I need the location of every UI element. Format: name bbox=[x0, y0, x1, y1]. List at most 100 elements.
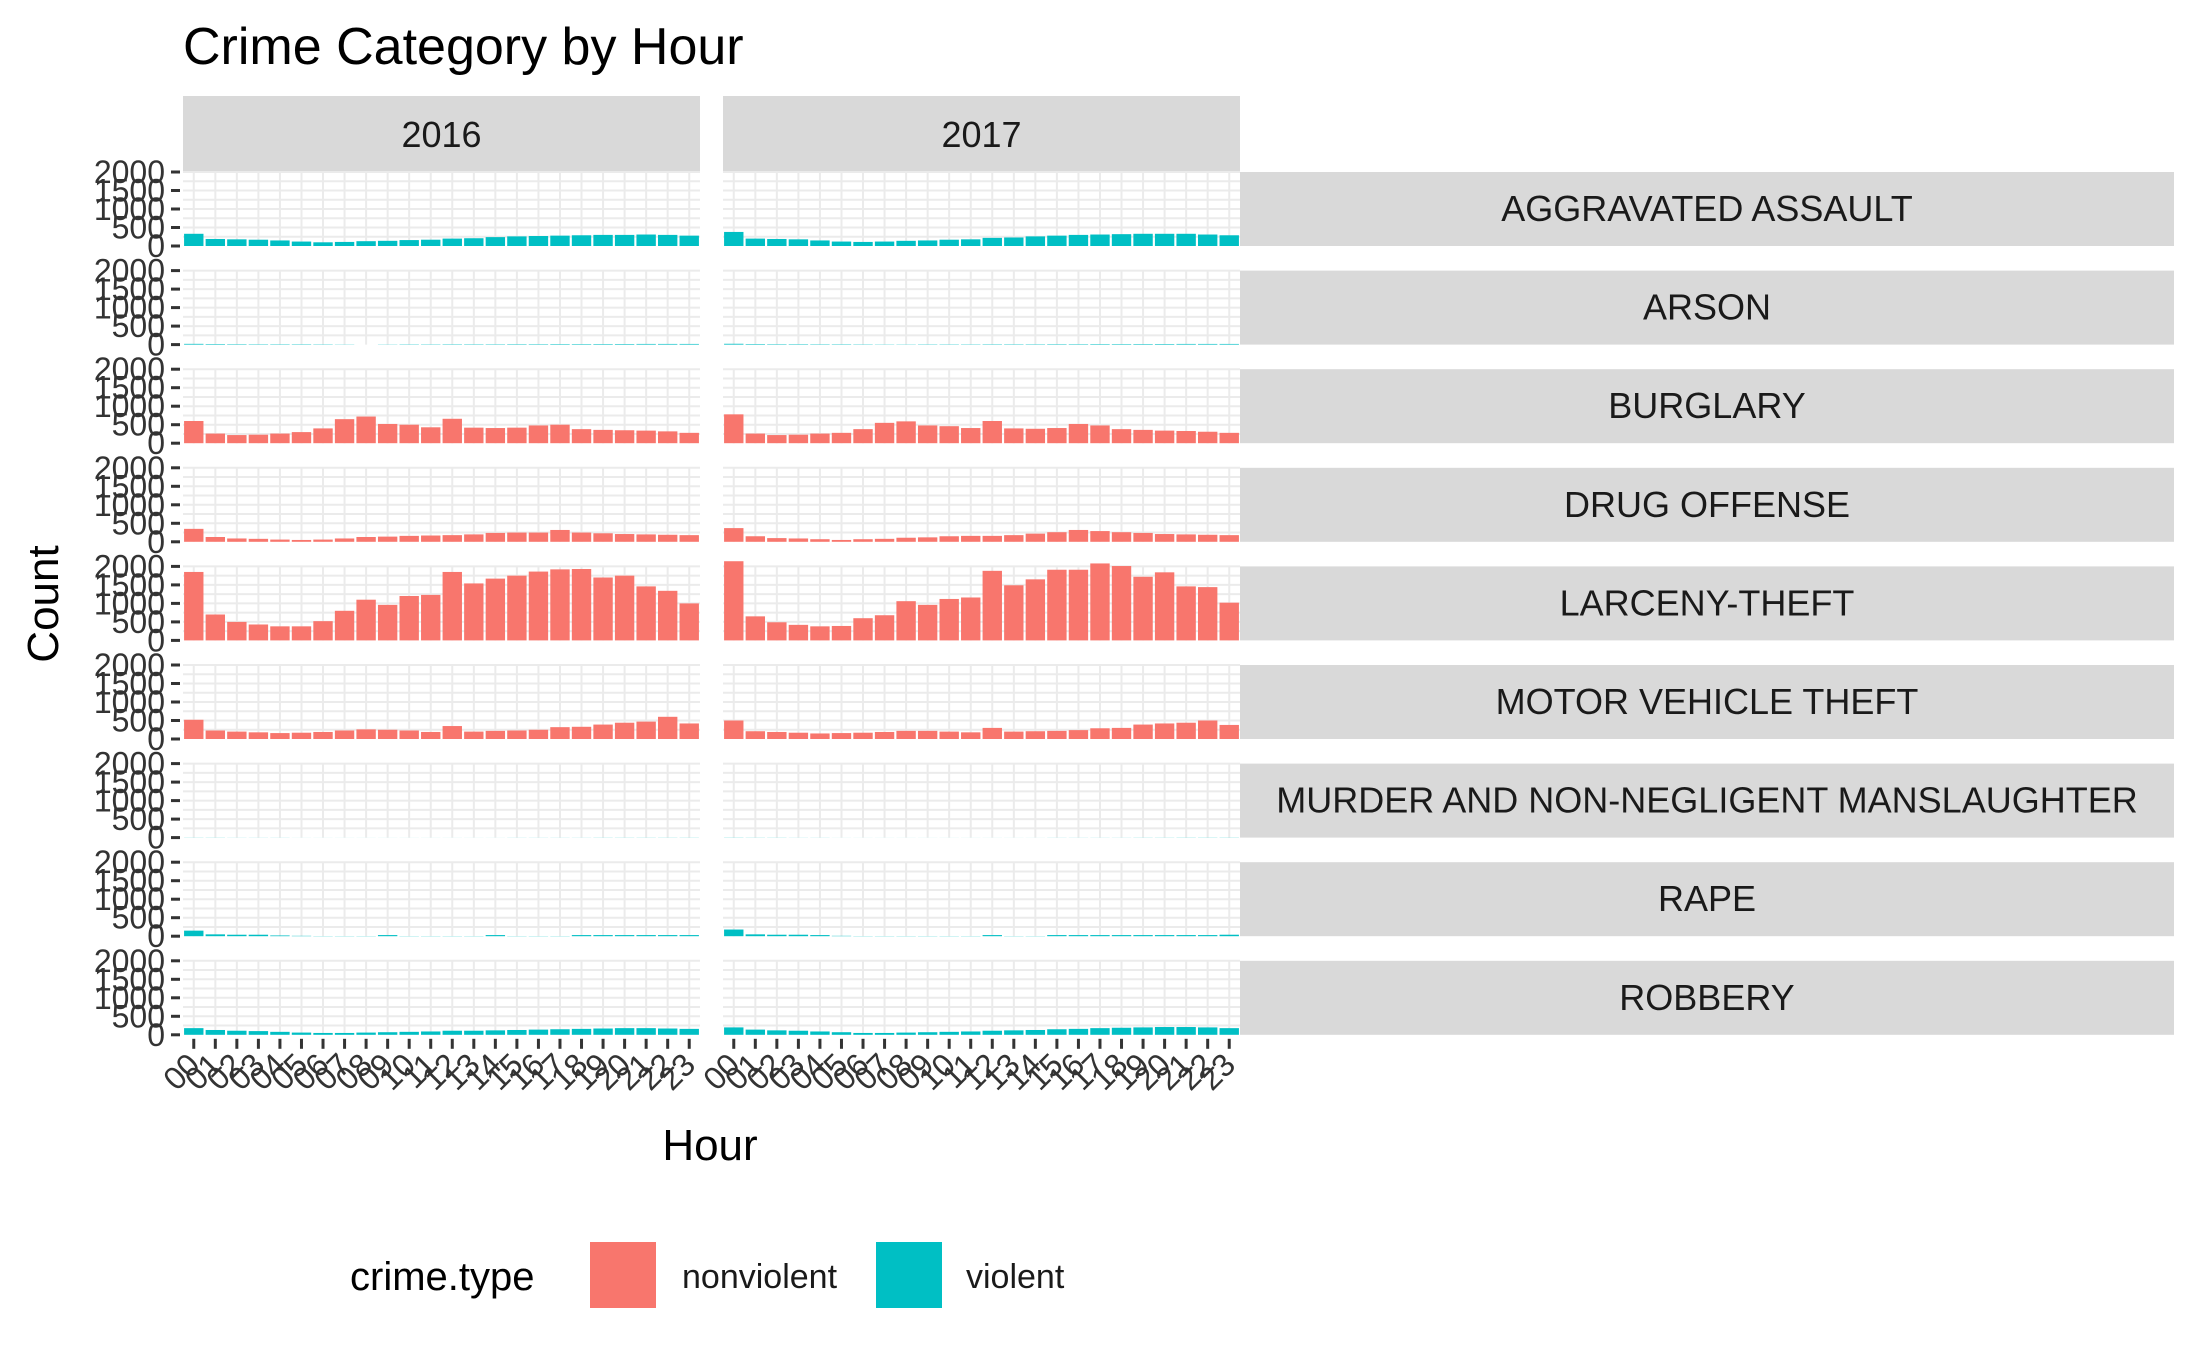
bar bbox=[1176, 430, 1196, 444]
bar bbox=[442, 535, 462, 542]
bar bbox=[507, 236, 527, 246]
bar bbox=[399, 424, 419, 444]
bar bbox=[724, 1027, 744, 1035]
y-tick-label: 1500 bbox=[94, 567, 165, 603]
panel bbox=[723, 466, 1240, 542]
bar bbox=[1068, 234, 1089, 246]
bar bbox=[550, 424, 570, 444]
facet-strip-label-2016: 2016 bbox=[401, 114, 481, 155]
y-tick-label: 1500 bbox=[94, 173, 165, 209]
bar bbox=[571, 935, 592, 937]
bar bbox=[1090, 531, 1110, 542]
chart-title: Crime Category by Hour bbox=[183, 18, 744, 76]
legend-title: crime.type bbox=[350, 1255, 535, 1299]
bar bbox=[853, 1032, 873, 1035]
bar bbox=[1154, 1027, 1175, 1035]
bar bbox=[550, 569, 570, 641]
bar bbox=[399, 1031, 419, 1035]
bar bbox=[917, 730, 938, 739]
y-tick-label: 0 bbox=[147, 721, 165, 757]
bar bbox=[874, 1032, 895, 1035]
facet-row-strip bbox=[1240, 270, 2174, 345]
bar bbox=[1154, 233, 1175, 246]
facet-row-strip bbox=[1240, 467, 2174, 542]
bar bbox=[1004, 731, 1024, 739]
bar bbox=[614, 575, 635, 641]
panel bbox=[723, 269, 1240, 345]
bar bbox=[614, 722, 635, 739]
bar bbox=[810, 733, 830, 739]
bar bbox=[248, 538, 269, 542]
bar bbox=[1197, 234, 1218, 246]
bar bbox=[485, 935, 506, 937]
bar bbox=[896, 537, 916, 542]
bar bbox=[614, 430, 635, 444]
bar bbox=[442, 1030, 462, 1035]
facet-row-label: RAPE bbox=[1658, 878, 1756, 919]
bar bbox=[853, 429, 873, 444]
bar bbox=[528, 236, 549, 246]
panel bbox=[183, 368, 700, 444]
bar bbox=[205, 1029, 226, 1035]
bar bbox=[767, 435, 787, 444]
facet-strip-2016 bbox=[183, 96, 700, 172]
bar bbox=[377, 935, 398, 937]
bar bbox=[636, 343, 656, 345]
y-tick-label: 500 bbox=[112, 900, 165, 936]
bar bbox=[961, 597, 981, 641]
bar bbox=[1133, 532, 1153, 542]
bar bbox=[657, 234, 678, 246]
facet-row-label: BURGLARY bbox=[1608, 385, 1805, 426]
bar bbox=[1047, 569, 1067, 641]
bar bbox=[1197, 1027, 1218, 1035]
bar bbox=[528, 1029, 549, 1035]
bar bbox=[421, 239, 441, 246]
bar bbox=[724, 343, 744, 345]
bar bbox=[788, 239, 809, 246]
bar bbox=[874, 731, 895, 739]
bar bbox=[1111, 935, 1132, 937]
bar bbox=[313, 731, 333, 739]
bar bbox=[961, 732, 981, 739]
bar bbox=[550, 344, 570, 345]
bar bbox=[831, 241, 852, 246]
y-tick-label: 1000 bbox=[94, 388, 165, 424]
bar bbox=[767, 934, 787, 937]
bar bbox=[507, 575, 527, 641]
bar bbox=[636, 721, 656, 739]
bar bbox=[291, 626, 312, 641]
bar bbox=[528, 729, 549, 739]
bar bbox=[205, 344, 226, 345]
bar bbox=[550, 727, 570, 739]
panel bbox=[183, 959, 700, 1035]
bar bbox=[291, 732, 312, 739]
bar bbox=[961, 535, 981, 542]
bar bbox=[939, 536, 959, 542]
bar bbox=[1004, 585, 1024, 641]
bar bbox=[1133, 1027, 1153, 1035]
bar bbox=[1090, 234, 1110, 246]
y-tick-label: 1500 bbox=[94, 961, 165, 997]
legend-label-violent: violent bbox=[966, 1258, 1065, 1296]
bar bbox=[1154, 534, 1175, 542]
bar bbox=[961, 428, 981, 444]
bar bbox=[356, 241, 376, 246]
bar bbox=[853, 618, 873, 641]
facet-row-label: LARCENY-THEFT bbox=[1560, 582, 1855, 623]
bar bbox=[1176, 586, 1196, 641]
bar bbox=[313, 428, 333, 444]
bar bbox=[679, 1028, 699, 1035]
bar bbox=[939, 1031, 959, 1035]
bar bbox=[184, 343, 204, 345]
facet-row-label: ARSON bbox=[1643, 287, 1771, 328]
facet-row-strip bbox=[1240, 369, 2174, 444]
bar bbox=[724, 929, 744, 937]
y-tick-label: 0 bbox=[147, 524, 165, 560]
y-tick-label: 2000 bbox=[94, 943, 165, 979]
bar bbox=[227, 435, 247, 444]
bar bbox=[442, 238, 462, 246]
bar bbox=[399, 596, 419, 641]
bar bbox=[593, 1028, 613, 1035]
bar bbox=[248, 624, 269, 641]
bar bbox=[1176, 233, 1196, 246]
